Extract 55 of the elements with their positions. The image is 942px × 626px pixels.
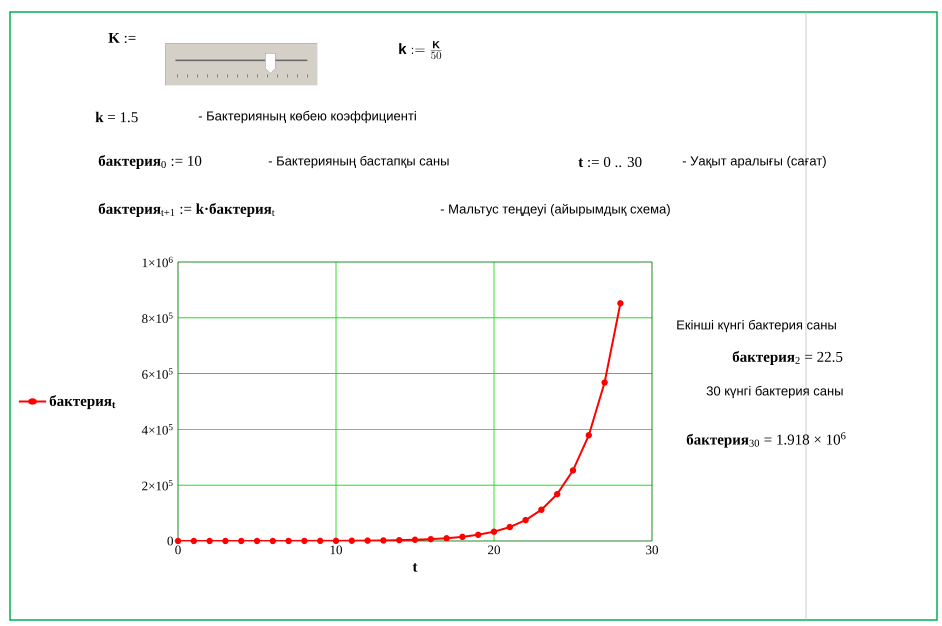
point bbox=[348, 538, 356, 544]
point bbox=[570, 467, 576, 474]
text: бактерия$_{2}$ = 22.5 bbox=[732, 351, 842, 365]
text: K := bbox=[108, 32, 136, 44]
text: $\mathbf{k} := \frac{\mathbf{K}}{50}$ bbox=[399, 41, 442, 60]
text: бактерия$_{0}$ := 10 bbox=[98, 155, 202, 169]
text: - Бактерияның көбею коэффициенті bbox=[198, 110, 416, 124]
point bbox=[222, 538, 229, 544]
text: - Уақыт аралығы (сағат) bbox=[682, 156, 826, 168]
point bbox=[317, 538, 324, 544]
point bbox=[554, 490, 560, 498]
point bbox=[254, 538, 260, 544]
y-tick-label: 6×10$^{5}$ bbox=[142, 368, 173, 379]
point bbox=[506, 524, 513, 530]
point bbox=[601, 379, 608, 386]
point bbox=[490, 528, 498, 535]
text: Екінші күнгі бактерия саны bbox=[677, 320, 836, 332]
text: - Мальтус теңдеуі (айырымдық схема) bbox=[440, 204, 670, 216]
point bbox=[586, 432, 592, 438]
point bbox=[522, 516, 529, 524]
text: бактерия$_{30}$ = 1.918 × 10$^{6}$ bbox=[686, 432, 846, 448]
y-tick-label: 8×10$^{5}$ bbox=[142, 312, 173, 324]
x-tick-label: 20 bbox=[488, 546, 500, 554]
point bbox=[270, 538, 276, 544]
point bbox=[301, 538, 308, 544]
point bbox=[459, 534, 466, 540]
point bbox=[538, 506, 545, 513]
point bbox=[443, 535, 450, 542]
point bbox=[475, 532, 482, 538]
point bbox=[174, 538, 182, 544]
text: k = 1.5 bbox=[96, 112, 138, 122]
point bbox=[190, 538, 198, 544]
point bbox=[380, 537, 387, 544]
y-tick-label: 4×10$^{5}$ bbox=[142, 424, 173, 435]
point bbox=[412, 536, 418, 543]
point bbox=[238, 538, 244, 544]
text: бактерия$_{t+1}$ := k·бактерия$_{t}$ bbox=[98, 203, 275, 217]
x-axis-title: t bbox=[412, 563, 418, 572]
point bbox=[364, 537, 371, 544]
point bbox=[285, 538, 292, 544]
point bbox=[428, 536, 434, 542]
x-tick-label: 10 bbox=[330, 546, 342, 554]
point bbox=[332, 538, 340, 544]
x-tick-label: 0 bbox=[175, 546, 181, 554]
point bbox=[617, 300, 624, 306]
y-tick-label: 2×10$^{5}$ bbox=[142, 480, 173, 490]
y-tick-label: 0 bbox=[167, 536, 173, 546]
text: - Бактерияның бастапқы саны bbox=[268, 156, 449, 168]
text: 30 күнгі бактерия саны bbox=[706, 386, 843, 398]
legend-label: бактерия$_{t}$ bbox=[50, 395, 116, 410]
x-tick-label: 30 bbox=[646, 546, 658, 554]
point bbox=[396, 536, 402, 544]
point bbox=[206, 538, 213, 544]
y-tick-label: 1×10$^{6}$ bbox=[142, 256, 173, 268]
text: t := 0 .. 30 bbox=[578, 156, 642, 168]
